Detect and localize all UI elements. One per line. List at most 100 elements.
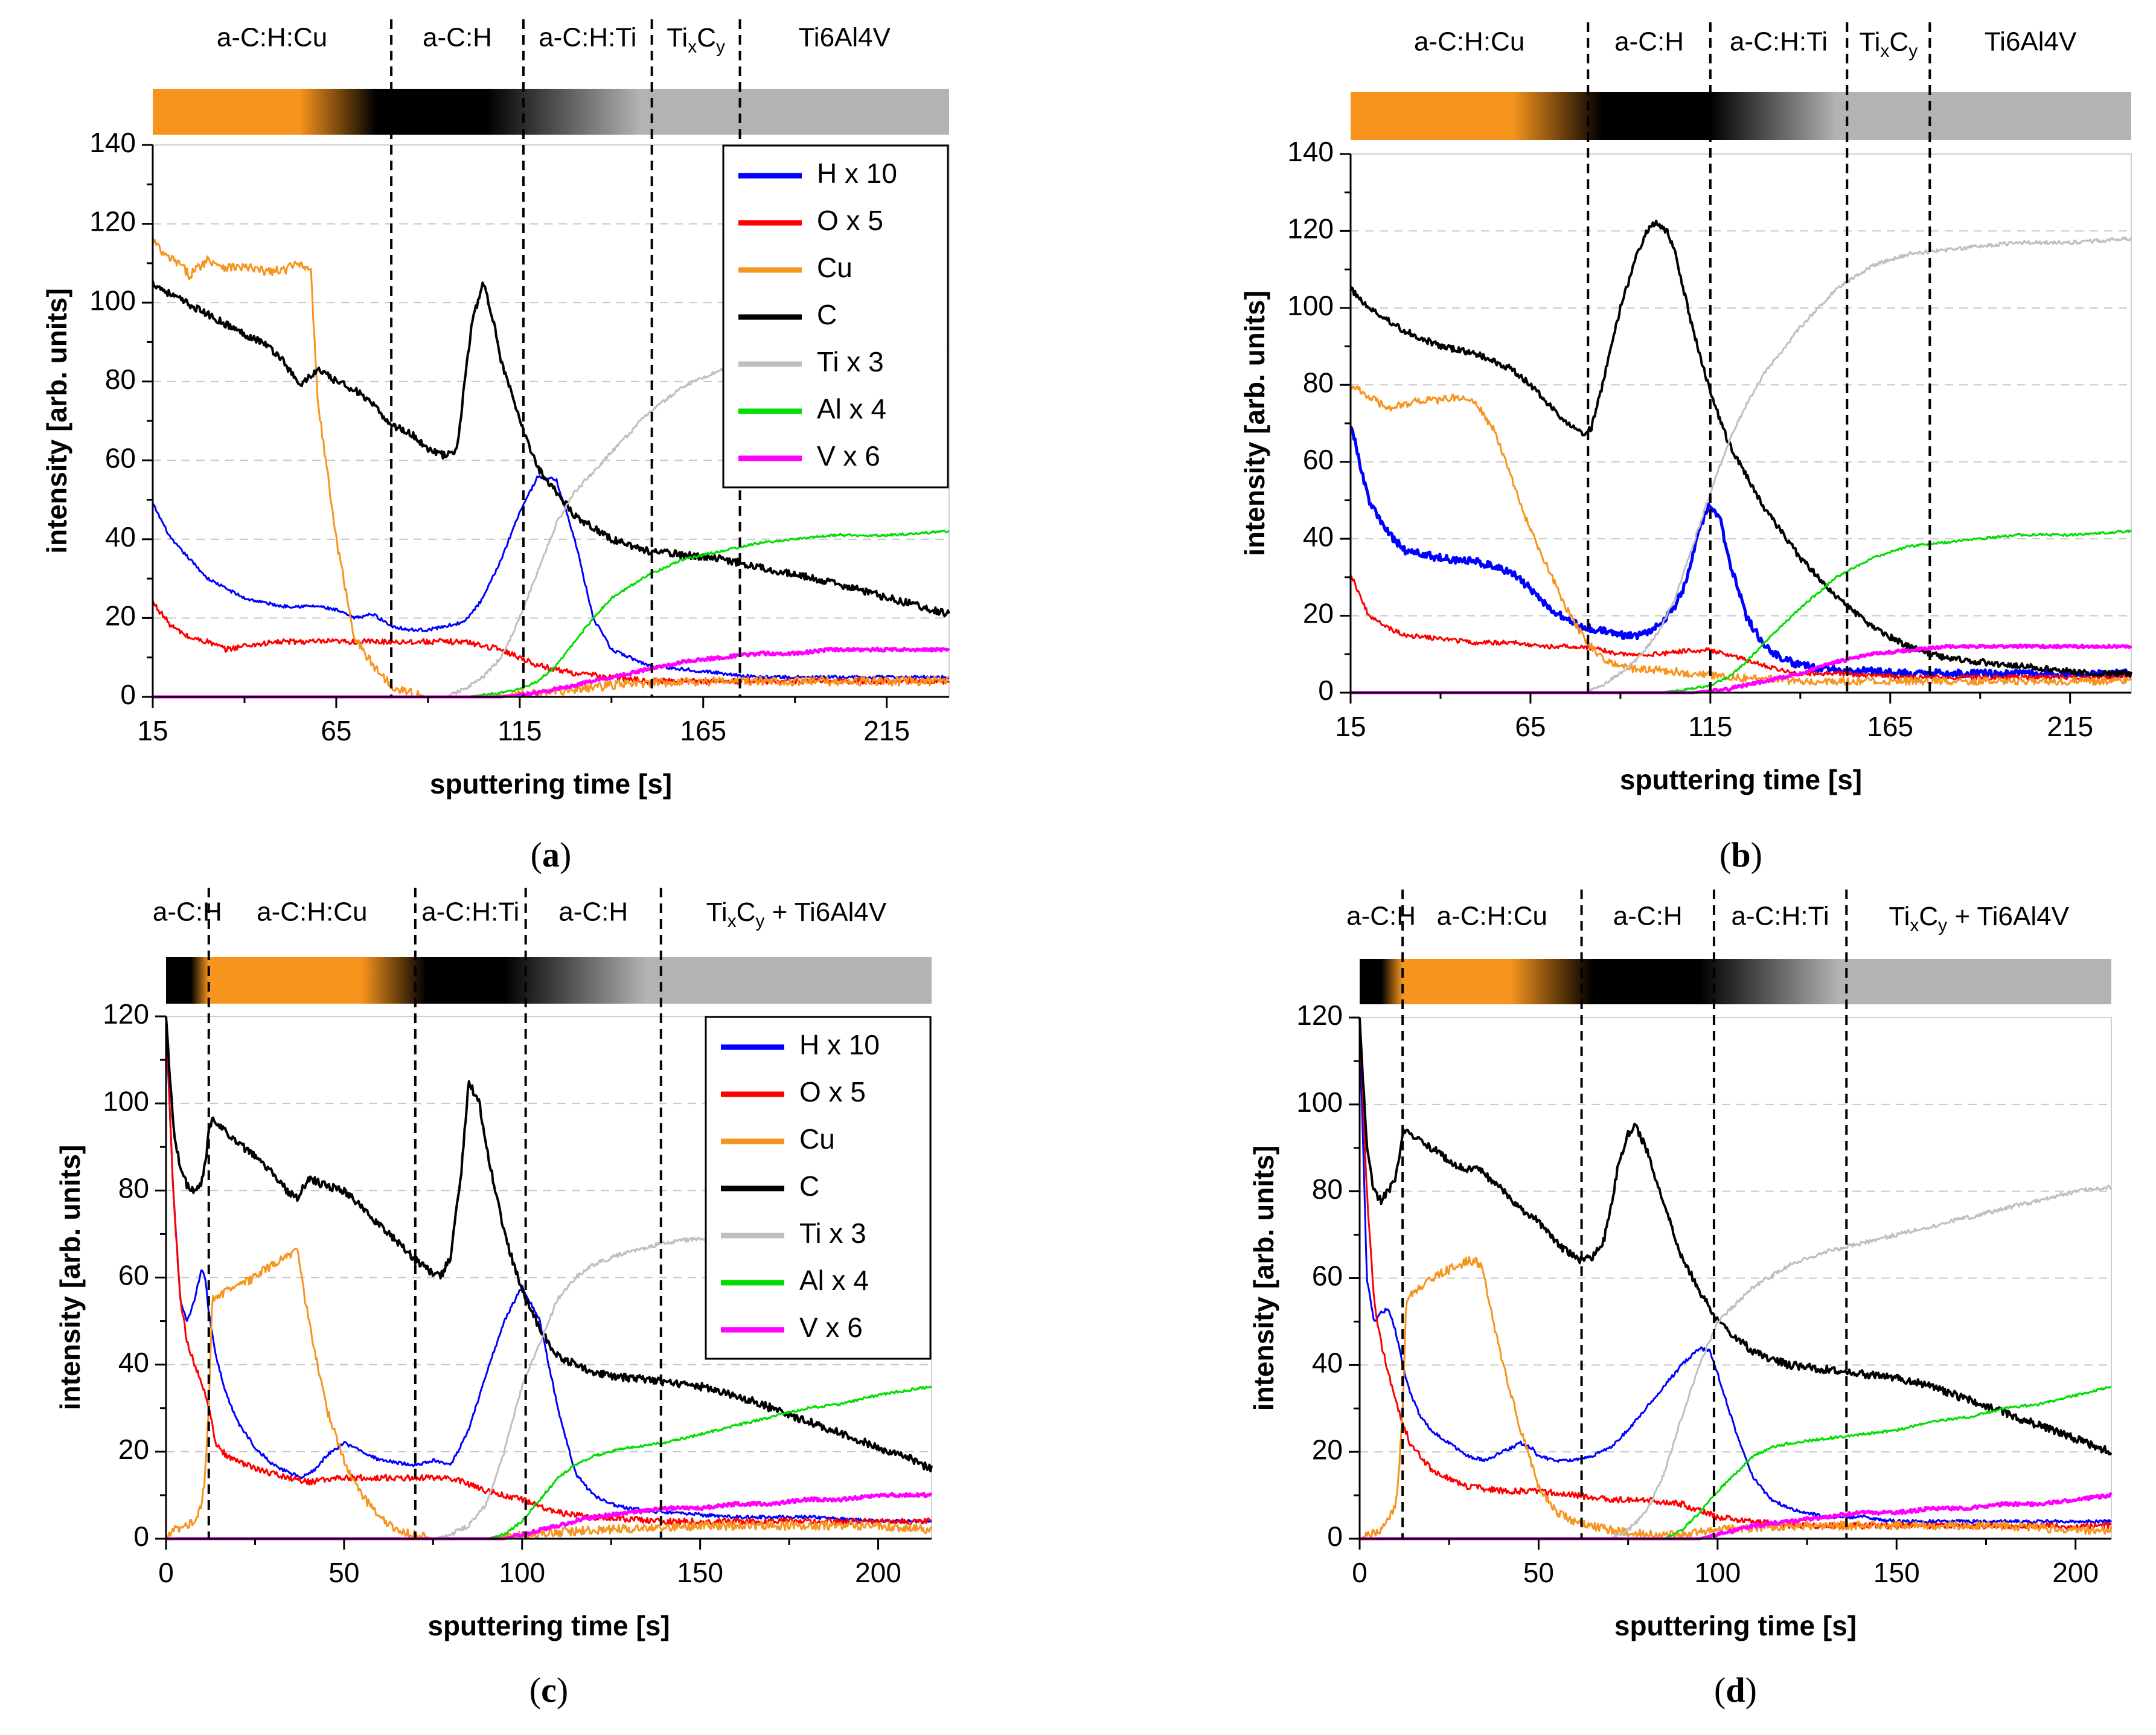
legend-label: C [817,299,837,330]
layer-label-part: Ti [1889,902,1910,931]
legend-label: Ti x 3 [817,346,884,377]
y-axis-title: intensity [arb. units] [1248,1146,1279,1411]
layer-color-bar [153,89,949,135]
caption-paren: ) [1751,835,1762,874]
x-axis-title: sputtering time [s] [1620,764,1862,795]
y-tick-label: 100 [89,284,136,316]
y-axis-title: intensity [arb. units] [54,1145,86,1411]
x-tick-label: 0 [1352,1557,1367,1588]
y-axis-title: intensity [arb. units] [41,288,72,554]
panel-a: a-C:H:Cu a-C:H a-C:H:Ti TixCy Ti6Al4V0204060… [41,19,950,874]
layer-label: a-C:H:Ti [1732,902,1829,931]
y-tick-label: 0 [120,679,136,710]
layer-label: a-C:H:Cu [217,23,327,53]
x-tick-label: 115 [497,715,542,746]
y-tick-label: 40 [118,1347,149,1378]
layer-label: TixCy + Ti6Al4V [1889,902,2069,935]
x-tick-label: 100 [499,1557,545,1588]
layer-label-part: C [697,23,716,53]
series-line-hx10 [1358,1025,2112,1524]
series-line-ox5 [152,600,950,685]
layer-color-bar [1360,959,2111,1004]
y-tick-label: 0 [133,1521,149,1552]
y-tick-label: 120 [1287,213,1334,245]
layer-label-part: C [1919,902,1938,931]
legend-label: H x 10 [799,1029,880,1060]
layer-label: Ti6Al4V [799,23,891,53]
y-tick-label: 80 [118,1172,149,1204]
layer-label: a-C:H:Ti [1730,27,1828,57]
series-line-cu [1359,1256,2113,1540]
layer-label: a-C:H [1613,902,1683,931]
legend-label: O x 5 [817,205,883,236]
y-tick-label: 40 [1312,1347,1343,1378]
series-line-hx10 [152,475,950,680]
layer-label-sub: y [755,911,764,931]
caption-letter: a [542,835,560,874]
legend-label: V x 6 [799,1312,863,1343]
x-tick-label: 200 [2052,1557,2099,1588]
y-tick-label: 40 [1303,521,1334,552]
layer-label-sub: y [1908,41,1918,61]
caption-paren: ) [1745,1670,1757,1710]
caption-paren: ) [557,1670,568,1710]
layer-label: a-C:H [153,897,222,927]
layer-label: a-C:H [423,23,492,53]
legend-label: O x 5 [799,1076,866,1108]
panel-caption: (b) [1719,835,1762,874]
x-tick-label: 15 [1335,711,1366,742]
series-line-c [165,1016,933,1473]
x-tick-label: 115 [1688,711,1732,742]
series-line-hx10 [1349,426,2132,679]
panel-caption: (d) [1714,1670,1757,1710]
y-tick-label: 40 [105,521,136,553]
caption-letter: b [1731,835,1750,874]
y-tick-label: 120 [1296,999,1343,1031]
series-line-cu [165,1248,932,1540]
series-line-cu [1349,385,2132,686]
layer-label: a-C:H:Ti [421,897,519,927]
series-line-c [152,280,950,618]
layer-label-part: + Ti6Al4V [764,897,886,927]
layer-label: a-C:H:Ti [539,23,636,53]
x-tick-label: 50 [1523,1557,1554,1588]
y-tick-label: 60 [105,442,136,473]
panel-caption: (a) [531,835,572,874]
panel-b: a-C:H:Cu a-C:H a-C:H:Ti TixCy Ti6Al4V 0 20 40 60… [1239,22,2132,874]
caption-paren: ( [1719,835,1731,874]
layer-label-sub: x [688,37,697,57]
series-line-cu [152,237,950,698]
y-tick-label: 60 [1312,1260,1343,1292]
x-tick-label: 100 [1694,1557,1741,1588]
x-tick-label: 150 [677,1557,723,1588]
y-tick-label: 0 [1327,1521,1343,1552]
x-axis-title: sputtering time [s] [427,1610,670,1641]
caption-paren: ( [529,1670,541,1710]
y-tick-label: 20 [1312,1434,1343,1465]
y-tick-label: 120 [89,206,136,237]
layer-label: Ti6Al4V [1985,27,2077,57]
y-tick-label: 80 [1312,1173,1343,1205]
y-tick-label: 60 [118,1260,149,1291]
layer-label: a-C:H [558,897,628,927]
legend-label: V x 6 [817,440,880,472]
caption-paren: ) [560,835,571,874]
layer-color-bar [166,957,932,1004]
legend-label: Al x 4 [817,393,886,425]
y-tick-label: 20 [1303,598,1334,629]
layer-label-part: Ti [1859,27,1880,57]
layer-label-part: + Ti6Al4V [1947,902,2069,931]
y-tick-label: 60 [1303,444,1334,475]
x-tick-label: 165 [680,715,726,746]
x-tick-label: 200 [855,1557,901,1588]
series-line-ox5 [1349,574,2132,681]
legend-label: C [799,1170,819,1202]
caption-letter: c [541,1670,557,1710]
layer-color-bar [1351,92,2131,140]
y-tick-label: 100 [1296,1086,1343,1118]
layer-label-part: C [1889,27,1908,57]
x-tick-label: 65 [1515,711,1546,742]
caption-paren: ( [531,835,542,874]
y-tick-label: 0 [1318,675,1334,706]
panel-caption: (c) [529,1670,568,1710]
